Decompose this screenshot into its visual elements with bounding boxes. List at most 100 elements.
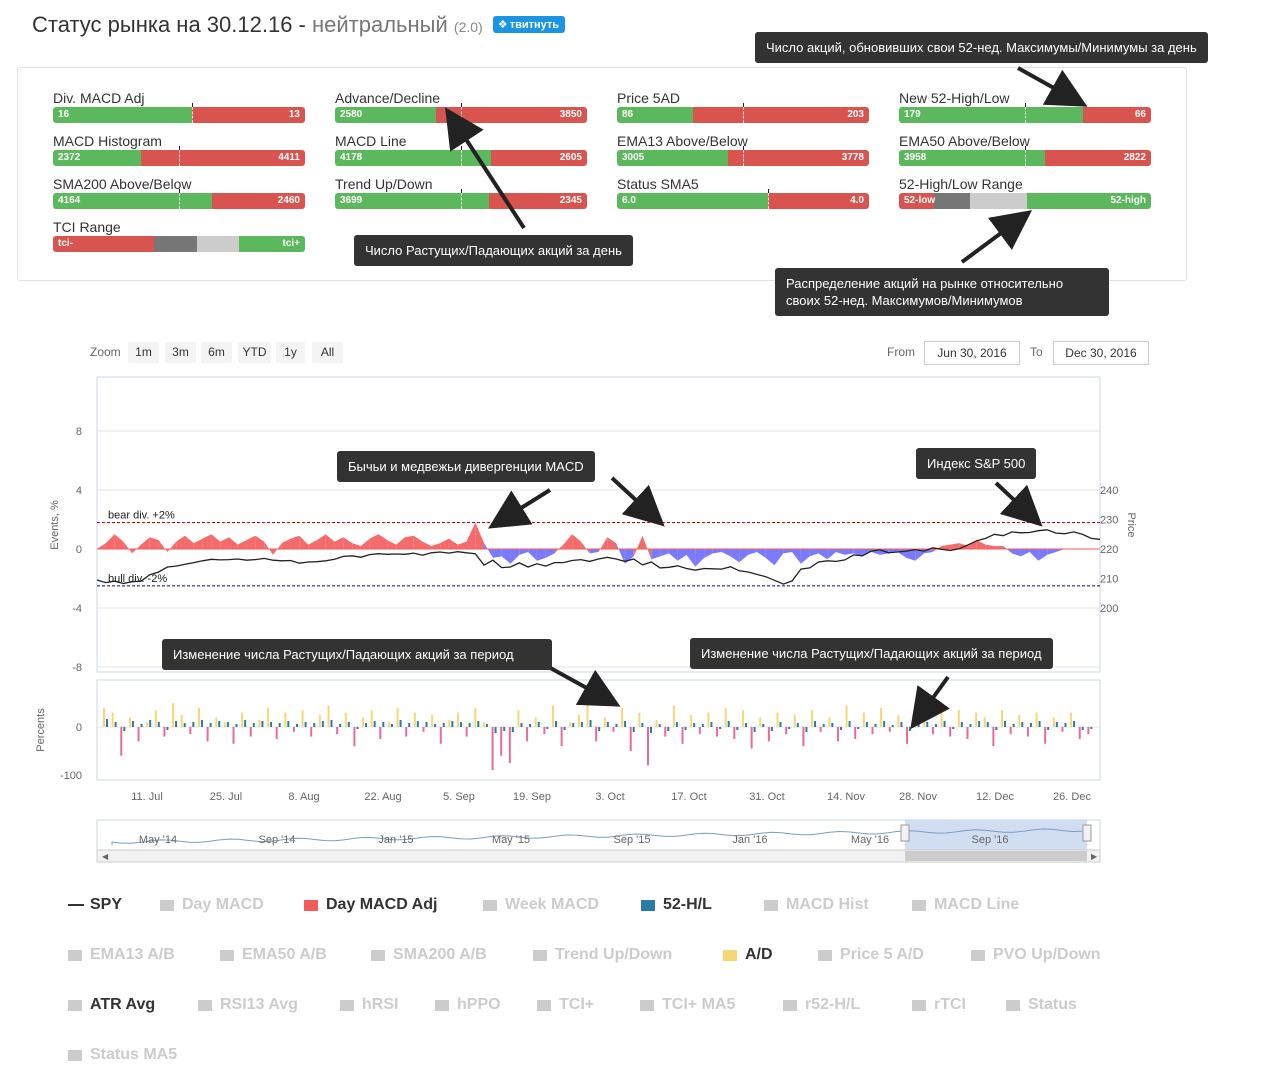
ad-bar — [362, 717, 365, 727]
legend-item-r52-h-l[interactable]: r52-H/L — [783, 996, 860, 1014]
legend-label: PVO Up/Down — [993, 946, 1101, 963]
x-tick-label: 11. Jul — [131, 791, 163, 803]
spy-price-line — [96, 529, 1101, 585]
hl-bar — [667, 727, 670, 731]
zoom-button-1m[interactable]: 1m — [128, 342, 159, 363]
legend-item-price-5-a-d[interactable]: Price 5 A/D — [818, 946, 924, 964]
ad-bar — [491, 727, 494, 771]
navigator-label: Sep '14 — [259, 834, 296, 846]
legend-item-tci-ma5[interactable]: TCI+ MA5 — [640, 996, 735, 1014]
legend-item-macd-hist[interactable]: MACD Hist — [764, 896, 869, 914]
sub-y-label: Percents — [35, 708, 47, 752]
hl-bar — [649, 727, 652, 733]
legend-swatch — [640, 999, 654, 1011]
zoom-button-6m[interactable]: 6m — [201, 342, 232, 363]
legend-item-ema13-a-b[interactable]: EMA13 A/B — [68, 946, 175, 964]
legend-item-atr-avg[interactable]: ATR Avg — [68, 996, 155, 1014]
indicator-left-value: 3958 — [904, 152, 927, 163]
x-tick-label: 12. Dec — [976, 791, 1014, 803]
ad-bar — [111, 712, 114, 727]
macd-area-segment — [264, 541, 273, 555]
legend-item-ema50-a-b[interactable]: EMA50 A/B — [220, 946, 327, 964]
ad-bar — [690, 715, 693, 727]
macd-area-segment — [589, 549, 599, 554]
legend-item-week-macd[interactable]: Week MACD — [483, 896, 599, 914]
indicator-bar: 86 203 — [617, 107, 869, 123]
macd-area-segment — [501, 549, 511, 564]
legend-item-hppo[interactable]: hPPO — [435, 996, 501, 1014]
legend-item-trend-up-down[interactable]: Trend Up/Down — [533, 946, 672, 964]
macd-area-segment — [748, 549, 757, 555]
legend-item-52-h-l[interactable]: 52-H/L — [641, 896, 712, 914]
tweet-button[interactable]: ❖ твитнуть — [492, 16, 566, 33]
zoom-button-3m[interactable]: 3m — [165, 342, 196, 363]
x-tick-label: 17. Oct — [671, 791, 706, 803]
hl-bar — [244, 720, 247, 727]
legend-label: Day MACD — [182, 896, 264, 913]
ad-bar — [819, 727, 822, 732]
legend-swatch — [783, 999, 797, 1011]
macd-area-segment — [739, 549, 749, 563]
macd-area-segment — [387, 540, 397, 549]
indicator-left-value: 3005 — [622, 152, 645, 163]
macd-area-segment — [123, 541, 133, 554]
legend-swatch — [483, 899, 497, 911]
legend-item-rsi13-avg[interactable]: RSI13 Avg — [198, 996, 298, 1014]
hl-bar — [192, 722, 195, 727]
ad-bar — [655, 719, 658, 727]
macd-area-segment — [950, 543, 960, 549]
hl-bar — [140, 724, 143, 727]
legend-item-sma200-a-b[interactable]: SMA200 A/B — [371, 946, 487, 964]
macd-area-segment — [492, 549, 502, 558]
ad-bar — [517, 710, 520, 727]
ad-bar — [595, 727, 598, 742]
legend-item-macd-line[interactable]: MACD Line — [912, 896, 1019, 914]
legend-item-rtci[interactable]: rTCI — [912, 996, 966, 1014]
hl-bar — [425, 722, 428, 727]
indicator-right-value: 66 — [1134, 109, 1146, 120]
macd-area-segment — [616, 543, 625, 564]
ad-bar — [845, 705, 848, 727]
legend-item-status-ma5[interactable]: Status MA5 — [68, 1046, 177, 1064]
ad-bar — [906, 727, 909, 744]
legend-swatch — [537, 999, 551, 1011]
ad-bar — [439, 727, 442, 744]
ad-bar — [172, 703, 175, 727]
hl-bar — [1012, 724, 1015, 727]
ad-bar — [767, 727, 770, 742]
ad-bar — [405, 727, 408, 737]
legend-item-day-macd[interactable]: Day MACD — [160, 896, 264, 914]
legend-item-status[interactable]: Status — [1006, 996, 1077, 1014]
status-score: (2.0) — [453, 19, 483, 35]
x-tick-label: 5. Sep — [443, 791, 475, 803]
legend-item-spy[interactable]: SPY — [68, 896, 122, 914]
indicator-bar: 16 13 — [53, 107, 305, 123]
hl-bar — [546, 727, 549, 729]
legend-item-pvo-up-down[interactable]: PVO Up/Down — [971, 946, 1101, 964]
hl-bar — [390, 724, 393, 727]
y-left-label: Events, % — [49, 500, 61, 550]
market-chart[interactable]: 8 4 0 -4 -8 240 230 220 210 200 Events, % Price bear… — [0, 0, 1276, 880]
macd-area-segment — [334, 537, 344, 549]
to-date-input[interactable]: Dec 30, 2016 — [1053, 341, 1149, 365]
zoom-button-1y[interactable]: 1y — [276, 342, 305, 363]
indicator-right-value: 4411 — [278, 152, 300, 163]
indicator-label: Div. MACD Adj — [53, 90, 145, 106]
indicator-52-high-low-range: 52-High/Low Range 52-low 52-high — [899, 176, 1151, 209]
legend-item-a-d[interactable]: A/D — [723, 946, 773, 964]
zoom-button-all[interactable]: All — [312, 342, 343, 363]
indicator-left-value: 3699 — [340, 195, 363, 206]
indicator-right-value: 203 — [847, 109, 864, 120]
macd-area-segment — [308, 540, 317, 549]
legend-item-hrsi[interactable]: hRSI — [340, 996, 398, 1014]
hl-bar — [788, 727, 791, 729]
hl-bar — [1021, 722, 1024, 727]
ad-bar — [422, 727, 425, 732]
macd-area-segment — [457, 541, 467, 549]
ad-bar — [206, 727, 209, 742]
indicator-marker — [743, 146, 744, 150]
legend-item-day-macd-adj[interactable]: Day MACD Adj — [304, 896, 437, 914]
from-date-input[interactable]: Jun 30, 2016 — [924, 341, 1020, 365]
zoom-button-ytd[interactable]: YTD — [238, 342, 271, 363]
legend-item-tci-[interactable]: TCI+ — [537, 996, 594, 1014]
